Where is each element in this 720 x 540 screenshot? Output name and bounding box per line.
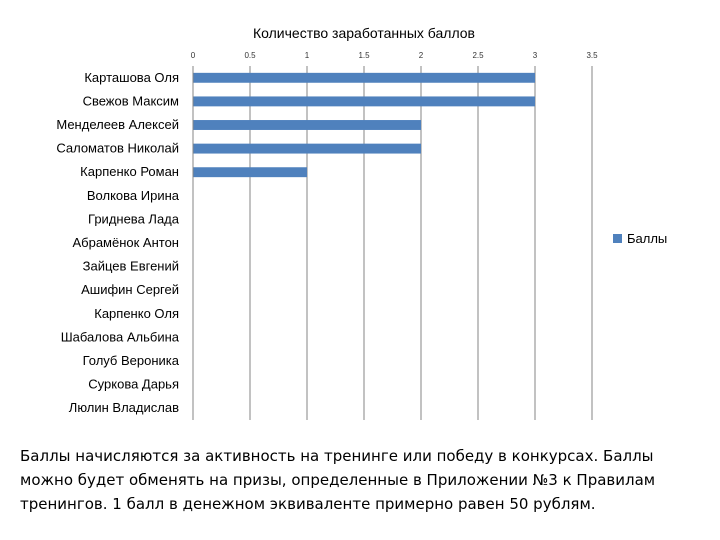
x-tick-label: 1 (305, 51, 310, 60)
legend-swatch (613, 234, 622, 243)
category-label: Голуб Вероника (83, 353, 180, 368)
x-tick-label: 3 (533, 51, 538, 60)
bar (193, 96, 535, 107)
category-label: Карташова Оля (84, 70, 179, 85)
x-tick-label: 0.5 (244, 51, 256, 60)
category-label: Абрамёнок Антон (72, 235, 179, 250)
category-label: Свежов Максим (83, 93, 179, 108)
legend: Баллы (613, 231, 667, 246)
x-axis-ticks: 0 0.5 1 1.5 2 2.5 3 3.5 (191, 51, 598, 60)
chart-title: Количество заработанных баллов (253, 25, 475, 41)
description-line: можно будет обменять на призы, определен… (20, 471, 656, 489)
description-line: Баллы начисляются за активность на трени… (20, 447, 654, 465)
bar-chart: Количество заработанных баллов 0 0.5 1 1.5 2… (56, 25, 667, 420)
category-label: Саломатов Николай (56, 141, 179, 156)
description-text: Баллы начисляются за активность на трени… (20, 444, 720, 516)
category-labels: Карташова Оля Свежов Максим Менделеев Алек… (56, 70, 179, 415)
bars (193, 72, 535, 178)
category-label: Волкова Ирина (87, 188, 180, 203)
bar (193, 120, 421, 130)
bar (193, 72, 535, 83)
category-label: Карпенко Роман (80, 164, 179, 179)
category-label: Зайцев Евгений (83, 259, 179, 274)
description-line: тренингов. 1 балл в денежном эквиваленте… (20, 495, 596, 513)
category-label: Суркова Дарья (88, 377, 179, 392)
category-label: Шабалова Альбина (61, 329, 180, 344)
category-label: Менделеев Алексей (56, 117, 179, 132)
x-tick-label: 2 (419, 51, 424, 60)
x-tick-label: 3.5 (586, 51, 598, 60)
legend-label: Баллы (627, 231, 667, 246)
category-label: Гриднева Лада (88, 211, 180, 226)
bar (193, 167, 307, 178)
x-tick-label: 1.5 (358, 51, 370, 60)
category-label: Люлин Владислав (69, 400, 179, 415)
x-tick-label: 2.5 (472, 51, 484, 60)
x-tick-label: 0 (191, 51, 196, 60)
gridlines (249, 66, 593, 420)
category-label: Ашифин Сергей (81, 282, 179, 297)
category-label: Карпенко Оля (94, 306, 179, 321)
bar (193, 143, 421, 154)
